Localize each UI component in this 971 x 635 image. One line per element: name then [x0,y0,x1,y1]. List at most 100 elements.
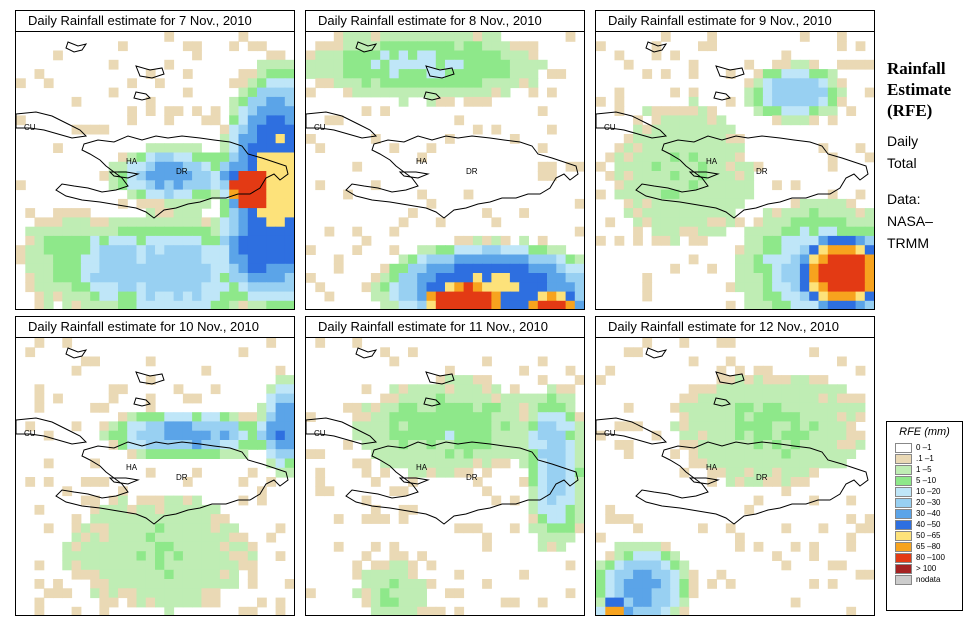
rainfall-cell [855,41,866,52]
rainfall-cell [445,402,455,413]
rainfall-cell [284,449,294,459]
rainfall-cell [642,198,653,209]
rainfall-cell [229,254,239,265]
rainfall-cell [660,541,671,552]
rainfall-cell [753,235,764,246]
rainfall-cell [827,291,838,302]
rainfall-cell [71,291,82,302]
rainfall-cell [80,208,91,218]
legend-title: RFE (mm) [899,426,950,438]
rainfall-cell [744,235,755,246]
rainfall-cell [556,254,567,265]
rainfall-cell [118,486,128,497]
rainfall-cell [201,245,212,255]
rainfall-cell [500,458,511,469]
rainfall-cell [352,421,363,432]
rainfall-cell [90,263,100,274]
rainfall-cell [781,458,792,469]
rainfall-cell [454,235,465,246]
rainfall-cell [389,449,400,459]
rainfall-cell [454,588,465,599]
rainfall-cell [781,402,792,413]
rainfall-cell [445,59,455,70]
rainfall-cell [725,198,736,209]
rainfall-cell [247,96,258,107]
rainfall-cell [864,569,874,580]
rainfall-cell [284,115,294,126]
rainfall-cell [182,291,193,302]
rainfall-cell [846,254,857,265]
rainfall-cell [809,467,819,478]
rainfall-cell [790,393,801,404]
rainfall-cell [781,59,792,70]
rainfall-cell [809,300,819,309]
rainfall-cell [790,449,801,459]
rainfall-cell [164,569,175,580]
rainfall-cell [716,467,727,478]
rainfall-cell [482,579,492,589]
rainfall-cell [118,504,128,515]
rainfall-cell [500,300,511,309]
rainfall-cell [136,579,147,589]
rainfall-cell [164,263,175,274]
rainfall-cell [482,87,492,98]
rainfall-cell [127,560,137,571]
rainfall-cell [90,477,100,487]
rainfall-cell [614,171,625,181]
rainfall-cell [725,96,736,107]
rainfall-cell [642,217,653,228]
rainfall-cell [361,106,372,116]
rainfall-cell [182,588,193,599]
panel-title-nov-8: Daily Rainfall estimate for 8 Nov., 2010 [305,10,585,32]
rainfall-cell [500,291,511,302]
rainfall-cell [145,217,156,228]
rainfall-cell [127,161,137,172]
rainfall-cell [361,69,372,79]
rainfall-cell [491,458,502,469]
rainfall-cell [210,106,221,116]
rainfall-cell [454,523,465,534]
rainfall-cell [266,124,277,135]
rainfall-cell [556,523,567,534]
rainfall-cell [809,254,819,265]
rainfall-cell [108,551,119,561]
rainfall-cell [164,523,175,534]
rainfall-cell [435,254,446,265]
rainfall-cell [136,254,147,265]
rainfall-cell [670,87,680,98]
rainfall-cell [266,532,277,543]
rainfall-cell [781,393,792,404]
rainfall-cell [229,421,239,432]
rainfall-cell [370,541,381,552]
rainfall-cell [472,59,483,70]
rainfall-cell [827,263,838,274]
rainfall-cell [762,384,773,395]
rainfall-cell [500,263,511,274]
rainfall-cell [275,430,286,441]
rainfall-cell [735,421,745,432]
cuba-coastline [306,111,378,139]
rainfall-cell [472,393,483,404]
rainfall-cell [670,217,680,228]
rainfall-cell [688,402,699,413]
rainfall-cell [201,161,212,172]
rainfall-cell [500,402,511,413]
rainfall-cell [463,300,474,309]
rainfall-cell [744,449,755,459]
rainfall-cell [380,50,390,61]
rainfall-cell [818,375,829,385]
rainfall-cell [324,486,335,497]
rainfall-cell [127,569,137,580]
rainfall-cell [837,254,847,265]
rainfall-cell [735,254,745,265]
rainfall-cell [744,282,755,293]
rainfall-cell [182,551,193,561]
rainfall-cell [62,273,73,283]
rainfall-cell [266,226,277,237]
rainfall-cell [118,161,128,172]
legend-item: .1 –1 [895,453,962,464]
rainfall-cell [398,449,409,459]
rainfall-cell [145,412,156,422]
rainfall-cell [201,430,212,441]
rainfall-cell [80,356,91,367]
